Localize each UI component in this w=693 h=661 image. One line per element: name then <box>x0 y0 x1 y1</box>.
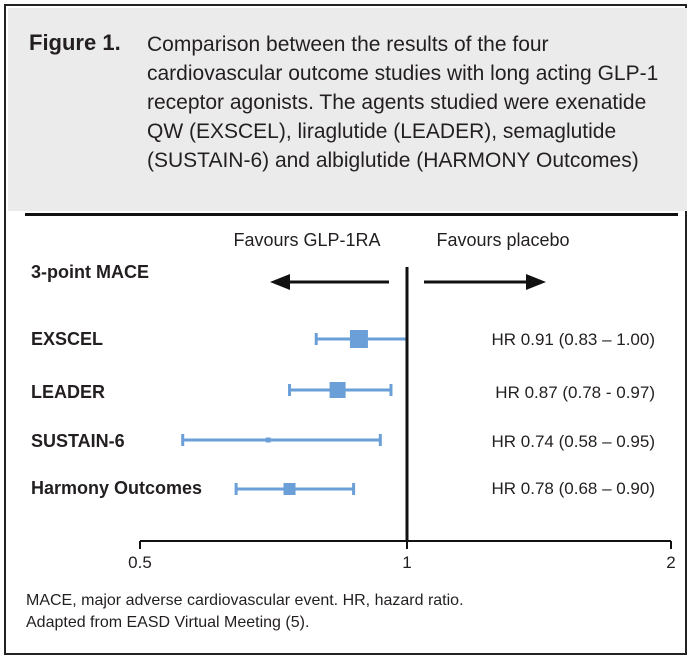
figure-frame: Figure 1. Comparison between the results… <box>4 4 687 655</box>
hr-point <box>329 382 346 398</box>
study-name: LEADER <box>31 382 105 402</box>
right-arrow <box>424 274 546 290</box>
hr-point <box>349 330 368 348</box>
hr-label: HR 0.74 (0.58 – 0.95) <box>492 432 655 451</box>
caption-box: Figure 1. Comparison between the results… <box>8 8 687 211</box>
caption-divider <box>25 213 678 216</box>
hr-label: HR 0.78 (0.68 – 0.90) <box>492 479 655 498</box>
hr-point <box>265 437 271 443</box>
hr-point <box>283 483 296 495</box>
x-tick-label: 0.5 <box>128 553 152 572</box>
section-label: 3-point MACE <box>31 262 149 282</box>
x-tick-label: 1 <box>402 553 411 572</box>
hr-label: HR 0.91 (0.83 – 1.00) <box>492 330 655 349</box>
footnote-source: Adapted from EASD Virtual Meeting (5). <box>26 614 310 631</box>
figure-label: Figure 1. <box>29 30 121 55</box>
x-tick-label: 2 <box>666 553 675 572</box>
footnote-abbreviations: MACE, major adverse cardiovascular event… <box>26 592 464 609</box>
favours-right-label: Favours placebo <box>436 230 569 250</box>
study-name: Harmony Outcomes <box>31 478 202 498</box>
figure-caption: Comparison between the results of the fo… <box>147 33 659 172</box>
hr-label: HR 0.87 (0.78 - 0.97) <box>495 383 655 402</box>
study-name: EXSCEL <box>31 329 103 349</box>
favours-left-label: Favours GLP-1RA <box>233 230 380 250</box>
left-arrow <box>270 274 389 290</box>
study-name: SUSTAIN-6 <box>31 431 125 451</box>
